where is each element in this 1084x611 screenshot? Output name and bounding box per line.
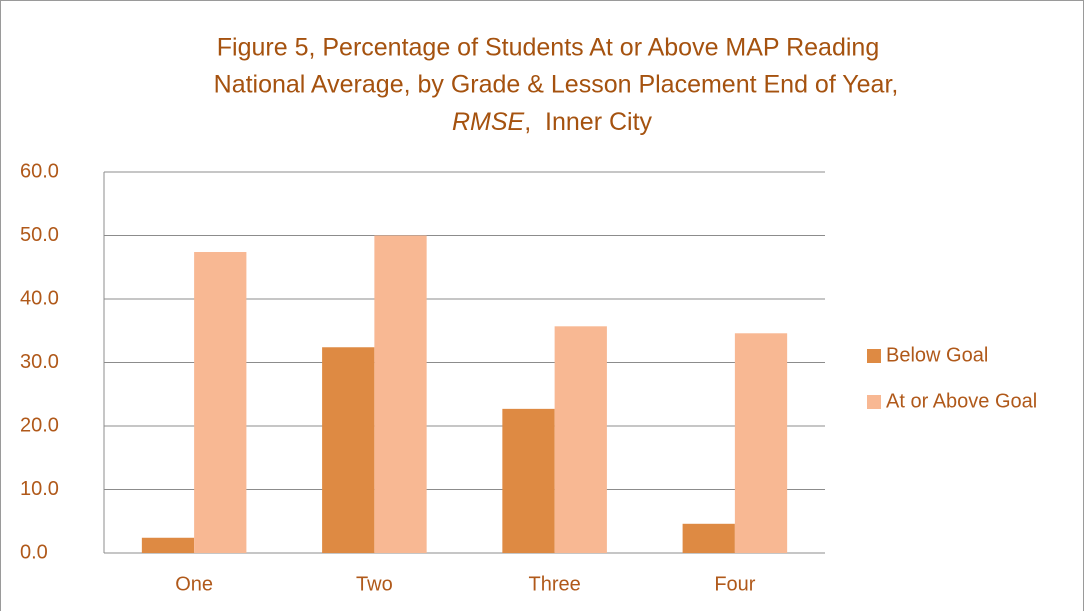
x-tick-label: One [175,573,213,595]
y-tick-label: 50.0 [20,224,59,246]
bar [734,333,788,553]
legend-label: Below Goal [886,344,988,366]
y-tick-label: 30.0 [20,351,59,373]
chart-title: , Inner City [524,108,652,136]
bar [141,537,195,553]
bar [322,347,375,553]
legend-swatch [867,395,881,409]
x-tick-label: Two [356,573,393,595]
y-tick-label: 40.0 [20,287,59,309]
bar [502,408,555,553]
bar [682,523,735,553]
bar [194,252,247,553]
chart-title: Figure 5, Percentage of Students At or A… [217,34,879,62]
y-tick-label: 0.0 [20,541,48,563]
y-tick-label: 60.0 [20,160,59,182]
y-tick-label: 20.0 [20,414,59,436]
x-tick-label: Four [714,573,755,595]
chart-title: RMSE, Inner City [452,108,653,136]
chart-title: National Average, by Grade & Lesson Plac… [214,71,899,99]
x-tick-label: Three [529,573,581,595]
chart-title: RMSE [452,108,525,136]
bar [554,326,607,553]
legend-label: At or Above Goal [886,390,1037,412]
bar [374,235,427,553]
y-tick-label: 10.0 [20,478,59,500]
legend-swatch [867,349,881,363]
